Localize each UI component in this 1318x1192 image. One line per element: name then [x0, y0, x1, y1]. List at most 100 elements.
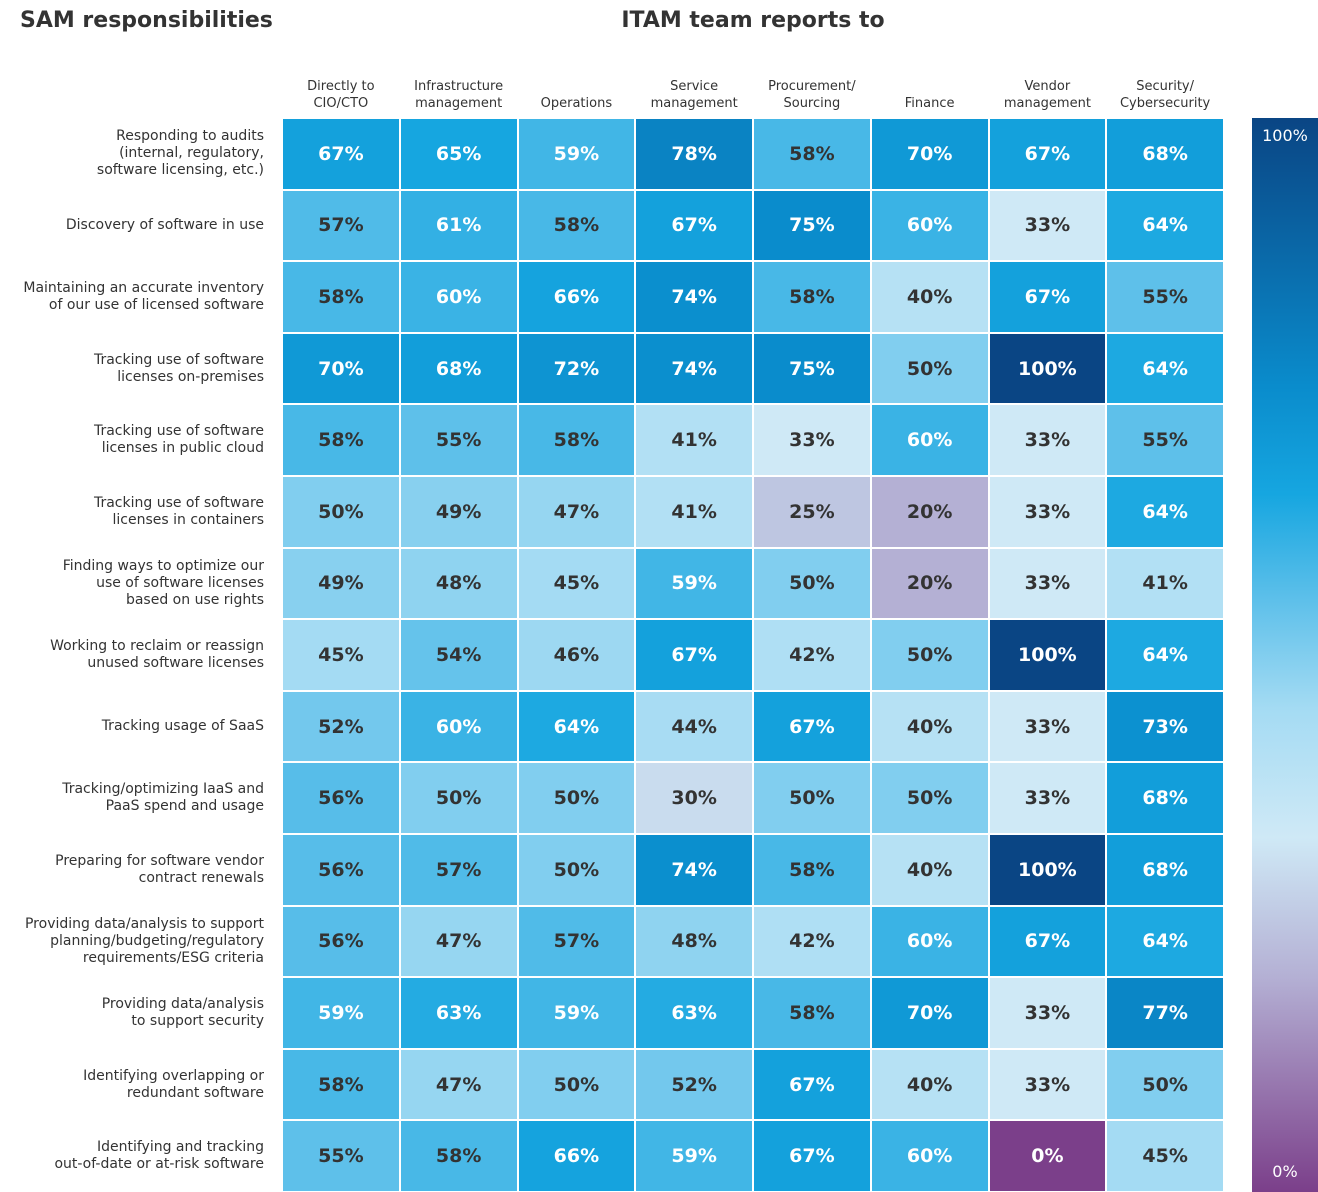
cell-label: 20%: [906, 500, 953, 523]
heatmap-cell: 50%: [517, 762, 636, 834]
heatmap-cell: 67%: [988, 118, 1107, 190]
heatmap-cell: 40%: [870, 261, 989, 333]
heatmap-cell: 58%: [282, 1048, 400, 1121]
cell-label: 40%: [906, 858, 953, 881]
heatmap-cell: 58%: [517, 189, 636, 262]
cell-label: 33%: [1024, 429, 1071, 452]
heatmap-cell: 50%: [517, 834, 636, 906]
heatmap-cell: 67%: [635, 619, 753, 691]
cell-label: 68%: [1142, 787, 1188, 810]
heatmap-cell: 25%: [753, 476, 871, 548]
heatmap-cell: 0%: [988, 1120, 1107, 1192]
heatmap-cell: 100%: [988, 332, 1107, 405]
row-label: Working to reclaim or reassign unused so…: [50, 637, 264, 671]
heatmap-cell: 73%: [1106, 690, 1224, 763]
cell-label: 66%: [553, 285, 600, 308]
cell-label: 33%: [1024, 1073, 1071, 1096]
column-label: Security/ Cybersecurity: [1119, 79, 1211, 111]
heatmap-cell: 57%: [517, 905, 636, 978]
heatmap-cell: 33%: [988, 690, 1107, 763]
cell-label: 20%: [906, 572, 953, 595]
cell-label: 70%: [906, 142, 953, 165]
cell-label: 40%: [906, 1073, 953, 1096]
heatmap-cell: 33%: [988, 189, 1107, 262]
heatmap-cell: 70%: [282, 332, 400, 405]
cell-label: 30%: [671, 787, 717, 810]
cell-label: 50%: [553, 858, 600, 881]
cell-label: 48%: [435, 572, 482, 595]
cell-label: 67%: [789, 1073, 835, 1096]
heatmap-cell: 44%: [635, 690, 753, 763]
heatmap-cell: 60%: [870, 404, 989, 476]
heatmap-cell: 67%: [988, 261, 1107, 333]
heatmap-cell: 67%: [753, 1120, 871, 1192]
cell-label: 52%: [671, 1073, 717, 1096]
cell-label: 70%: [318, 357, 364, 380]
row-label: Tracking/optimizing IaaS and PaaS spend …: [62, 781, 264, 815]
heatmap-cell: 67%: [753, 690, 871, 763]
cell-label: 67%: [1024, 285, 1071, 308]
cell-label: 59%: [671, 1145, 717, 1168]
cell-label: 63%: [435, 1001, 482, 1024]
heatmap-cell: 59%: [282, 977, 400, 1049]
cell-label: 50%: [1142, 1073, 1188, 1096]
cell-label: 70%: [906, 1001, 953, 1024]
heatmap-cell: 55%: [399, 404, 518, 476]
heatmap-cell: 47%: [399, 905, 518, 978]
column-label: Infrastructure management: [414, 79, 504, 111]
heatmap-cell: 50%: [399, 762, 518, 834]
heatmap-cell: 68%: [1106, 834, 1224, 906]
cell-label: 50%: [553, 1073, 600, 1096]
cell-label: 55%: [318, 1145, 364, 1168]
heatmap-cell: 50%: [870, 619, 989, 691]
heatmap-cell: 63%: [399, 977, 518, 1049]
cell-label: 73%: [1142, 715, 1188, 738]
row-label: Responding to audits (internal, regulato…: [96, 128, 264, 179]
cell-label: 47%: [553, 500, 600, 523]
cell-label: 46%: [553, 643, 600, 666]
heatmap-cell: 55%: [282, 1120, 400, 1192]
heatmap-cell: 58%: [753, 261, 871, 333]
heatmap-cell: 61%: [399, 189, 518, 262]
cell-label: 74%: [671, 357, 717, 380]
cell-label: 60%: [435, 285, 482, 308]
heatmap-cell: 52%: [635, 1048, 753, 1121]
cell-label: 52%: [318, 715, 364, 738]
heatmap-cell: 64%: [1106, 619, 1224, 691]
cell-label: 67%: [789, 1145, 835, 1168]
cell-label: 50%: [318, 500, 364, 523]
heatmap-cell: 60%: [399, 261, 518, 333]
column-label: Finance: [904, 96, 955, 111]
cell-label: 45%: [1142, 1145, 1188, 1168]
heatmap-cell: 60%: [870, 1120, 989, 1192]
heatmap-cell: 48%: [635, 905, 753, 978]
cell-label: 47%: [435, 1073, 482, 1096]
heatmap-cell: 50%: [753, 547, 871, 620]
cell-label: 60%: [906, 930, 953, 953]
cell-label: 75%: [789, 357, 835, 380]
heatmap-cell: 67%: [988, 905, 1107, 978]
cell-label: 50%: [906, 787, 953, 810]
row-label: Discovery of software in use: [65, 216, 264, 233]
heatmap-cell: 57%: [399, 834, 518, 906]
cell-label: 100%: [1018, 858, 1077, 881]
heatmap-cell: 33%: [988, 1048, 1107, 1121]
heatmap-cell: 42%: [753, 905, 871, 978]
cell-label: 66%: [553, 1145, 600, 1168]
cell-label: 60%: [906, 429, 953, 452]
heatmap-cell: 47%: [517, 476, 636, 548]
cell-label: 74%: [671, 858, 717, 881]
heatmap-cell: 45%: [282, 619, 400, 691]
cell-label: 41%: [1142, 572, 1188, 595]
cell-label: 58%: [789, 142, 835, 165]
cell-label: 67%: [789, 715, 835, 738]
cell-label: 33%: [1024, 214, 1071, 237]
cell-label: 68%: [1142, 858, 1188, 881]
row-label: Preparing for software vendor contract r…: [55, 852, 264, 886]
heatmap-cell: 41%: [635, 404, 753, 476]
cell-label: 67%: [1024, 930, 1071, 953]
heatmap-cell: 41%: [1106, 547, 1224, 620]
cell-label: 33%: [1024, 500, 1071, 523]
column-label: Directly to CIO/CTO: [307, 79, 375, 111]
cell-label: 33%: [789, 429, 835, 452]
